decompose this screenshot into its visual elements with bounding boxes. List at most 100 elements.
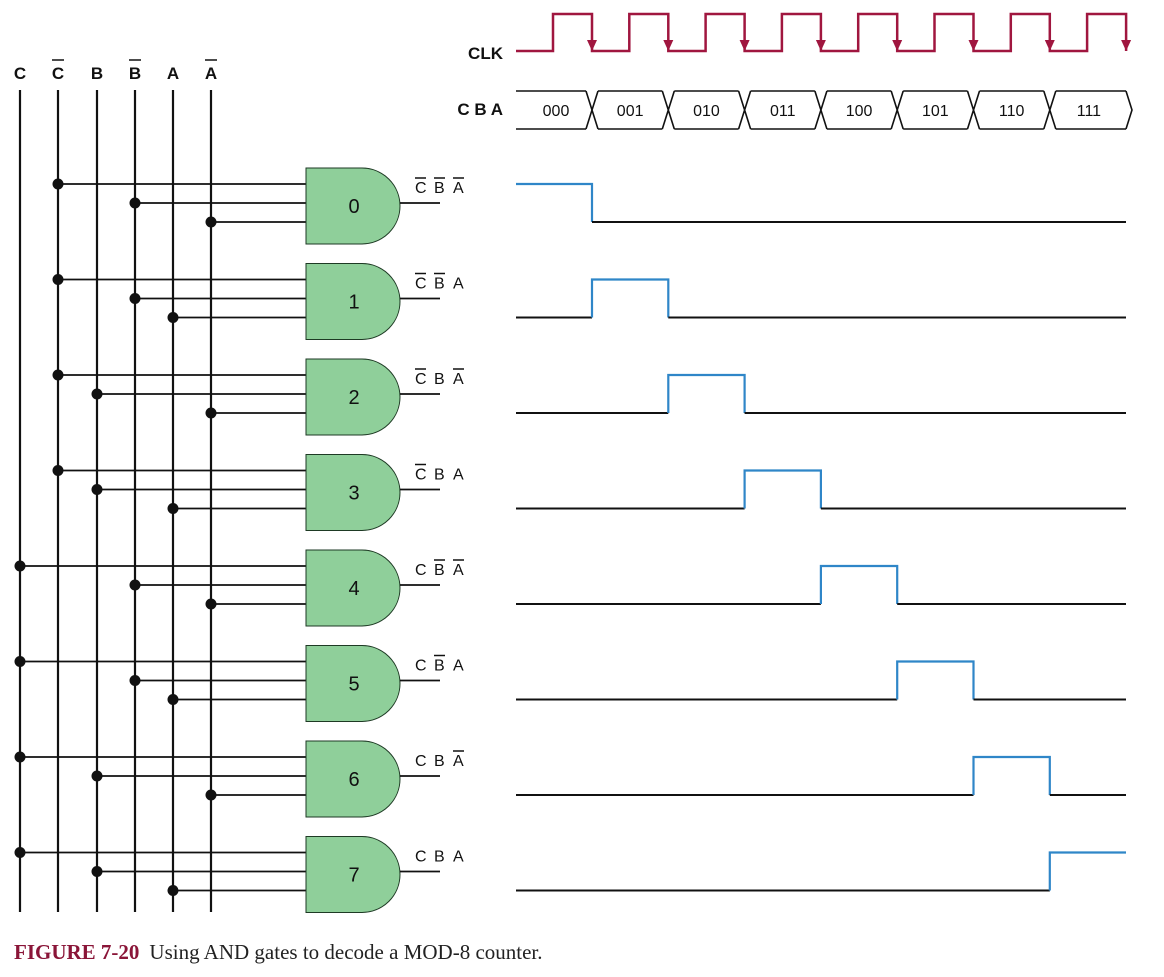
figure-caption-text: Using AND gates to decode a MOD-8 counte…	[149, 940, 543, 964]
state-value: 011	[770, 103, 796, 120]
gate-label: 2	[348, 387, 359, 409]
clock-edge-arrow	[739, 40, 750, 51]
junction-dot	[205, 407, 217, 419]
junction-dot	[14, 751, 26, 763]
output-pulse-5	[896, 660, 975, 700]
clock-edge-arrow	[968, 40, 979, 51]
state-value: 001	[617, 103, 644, 120]
and-gate-7	[305, 836, 401, 913]
figure-caption: FIGURE 7-20 Using AND gates to decode a M…	[14, 940, 543, 965]
output-term-a: A	[453, 371, 464, 388]
junction-dot	[205, 789, 217, 801]
bus-label-c: C	[14, 64, 26, 83]
output-term-a: A	[453, 562, 464, 579]
output-term-a: A	[453, 180, 464, 197]
state-transition	[737, 90, 752, 130]
output-term-c: C	[415, 180, 427, 197]
state-transition	[585, 90, 599, 130]
output-term-a: A	[453, 276, 464, 293]
output-term-a: A	[453, 849, 464, 866]
output-pulse-4	[819, 564, 899, 604]
output-pulse-1	[590, 278, 670, 318]
output-term-b: B	[434, 562, 445, 579]
junction-dot	[129, 579, 141, 591]
output-pulse-6	[972, 755, 1051, 795]
clock-label: CLK	[468, 44, 504, 63]
bus-label-a-bar: A	[205, 64, 217, 83]
junction-dot	[205, 216, 217, 228]
junction-dot	[52, 465, 64, 476]
clock-edge-arrow	[815, 40, 826, 51]
bus-label-a: A	[167, 64, 179, 83]
junction-dot	[14, 847, 26, 858]
output-term-b: B	[434, 467, 445, 484]
output-term-c: C	[415, 371, 427, 388]
output-term-c: C	[415, 467, 427, 484]
junction-dot	[52, 178, 64, 190]
output-term-b: B	[434, 849, 445, 866]
state-transition	[814, 90, 828, 130]
junction-dot	[129, 293, 141, 304]
clock-waveform: CLK	[468, 12, 1132, 63]
junction-dot	[91, 388, 103, 400]
state-value: 100	[846, 103, 873, 120]
state-value: 111	[1077, 103, 1101, 120]
gate-label: 1	[348, 292, 359, 314]
bus-label-b: B	[91, 64, 103, 83]
output-term-c: C	[415, 276, 427, 293]
bus-label-b-bar: B	[129, 64, 141, 83]
junction-dot	[167, 694, 179, 705]
figure-number: FIGURE 7-20	[14, 940, 140, 964]
state-value: 101	[922, 103, 949, 120]
and-gate-6	[305, 740, 401, 818]
gate-label: 5	[348, 674, 359, 696]
gate-input-wires	[14, 178, 306, 896]
state-sequence: C B A 000 001 010 011 100 101 110 111	[457, 90, 1133, 130]
and-gate-1	[305, 263, 401, 340]
output-term-b: B	[434, 180, 445, 197]
junction-dot	[91, 770, 103, 782]
state-value: 110	[999, 103, 1025, 120]
output-term-a: A	[453, 467, 464, 484]
and-gate-5	[305, 645, 401, 722]
gate-label: 4	[348, 578, 359, 600]
gate-label: 3	[348, 483, 359, 505]
junction-dot	[129, 197, 141, 209]
and-gates: 0C B A1C B A2C B A3C B A4C B A5C B A6C B A7C B A	[305, 167, 464, 913]
clock-edge-arrow	[892, 40, 903, 51]
junction-dot	[91, 866, 103, 877]
state-transition	[661, 90, 676, 130]
bus-label-c-bar: C	[52, 64, 64, 83]
junction-dot	[167, 503, 179, 514]
output-term-a: A	[453, 753, 464, 770]
state-transition	[966, 90, 981, 130]
and-gate-0	[305, 167, 401, 245]
bus-wires	[18, 90, 213, 912]
state-value: 010	[693, 103, 720, 120]
junction-dot	[52, 274, 64, 285]
clock-edge-arrow	[663, 40, 674, 51]
junction-dot	[129, 675, 141, 686]
output-term-b: B	[434, 276, 445, 293]
state-transition	[1125, 90, 1133, 130]
clock-edge-arrow	[1044, 40, 1055, 51]
junction-dot	[52, 369, 64, 381]
output-term-c: C	[415, 562, 427, 579]
and-gate-2	[305, 358, 401, 436]
state-transition	[1043, 90, 1057, 130]
output-pulse-2	[667, 373, 746, 413]
gate-label: 0	[348, 196, 359, 218]
clock-edge-arrow	[1121, 40, 1132, 51]
clock-edge-arrow	[587, 40, 597, 51]
output-term-c: C	[415, 753, 427, 770]
output-pulse-7	[1048, 851, 1126, 891]
output-term-b: B	[434, 753, 445, 770]
state-transition	[890, 90, 904, 130]
output-term-b: B	[434, 658, 445, 675]
state-value: 000	[543, 103, 570, 120]
output-term-c: C	[415, 849, 427, 866]
and-gate-4	[305, 549, 401, 627]
junction-dot	[14, 560, 26, 572]
